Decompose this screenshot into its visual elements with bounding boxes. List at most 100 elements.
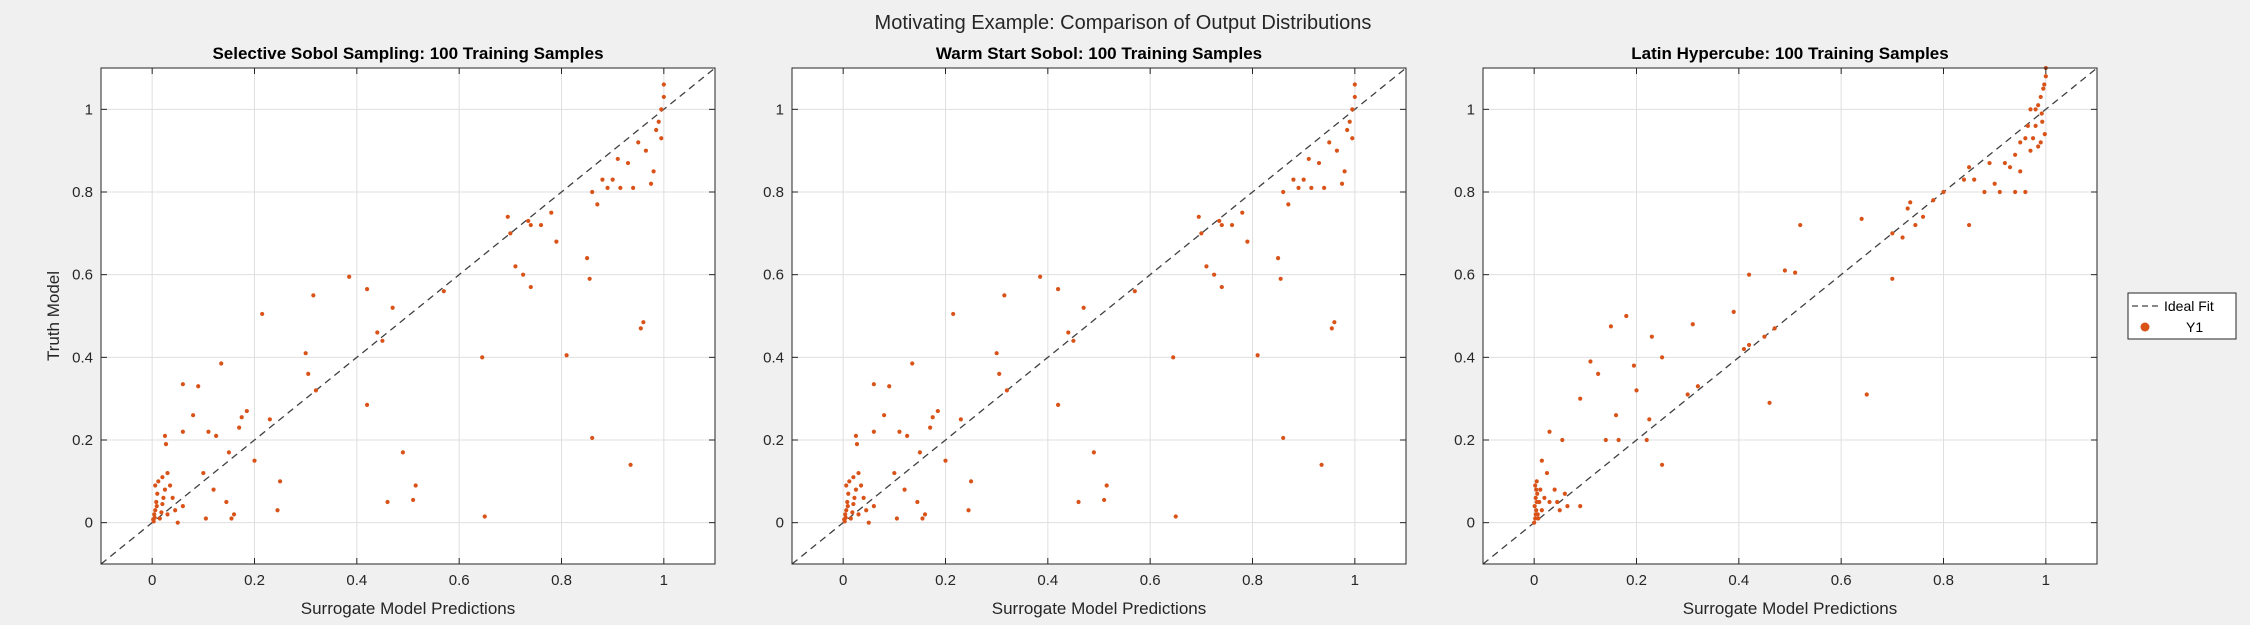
x-tick-label: 0.8 [1933,572,1954,589]
data-point [1212,272,1217,277]
legend-ideal-fit-label: Ideal Fit [2164,298,2214,314]
data-point [239,415,244,420]
data-point [1002,293,1007,298]
axes-frame [100,67,716,565]
data-point [935,408,940,414]
data-point [1647,417,1652,422]
data-point [2002,160,2007,166]
data-point [526,218,531,224]
plot-area[interactable] [1483,68,2097,564]
data-point [505,214,510,219]
data-point [1690,322,1695,327]
data-point [851,501,856,507]
data-point [882,413,887,418]
data-point [1219,222,1224,228]
data-point [229,516,234,521]
data-point [1982,189,1987,195]
data-point [508,231,513,236]
data-point [1616,437,1621,443]
data-point [1306,156,1311,162]
data-point [170,495,175,500]
data-point [156,479,161,484]
data-point [549,210,554,215]
y-tick-label: 0.8 [72,184,93,201]
data-point [917,450,923,455]
data-point [1972,177,1977,182]
data-point [2023,136,2028,141]
data-point [659,136,664,141]
data-point [1229,222,1235,228]
data-point [958,417,963,422]
subplot-title: Latin Hypercube: 100 Training Samples [1631,44,1948,63]
data-point [610,177,615,182]
data-point [411,497,416,503]
y-tick-label: 0.8 [1454,184,1475,201]
data-point [600,177,605,182]
data-point [1535,512,1540,517]
data-point [2042,132,2047,137]
x-axis-label: Surrogate Model Predictions [301,599,516,618]
data-point [1905,206,1910,211]
legend[interactable]: Ideal Fit Y1 [2127,292,2237,340]
data-point [2036,144,2041,149]
x-axis-label: Surrogate Model Predictions [1683,599,1898,618]
data-point [1329,326,1334,331]
data-point [1890,276,1895,281]
data-point [375,330,380,335]
data-point [554,239,559,244]
data-point [1859,216,1864,221]
data-point [905,433,910,438]
x-tick-label: 1 [1351,572,1359,589]
data-point [538,222,544,228]
data-point [1746,342,1752,348]
data-point [2038,94,2043,100]
data-point [1055,402,1061,407]
data-point [951,311,956,317]
data-point [400,450,405,455]
data-point [1055,287,1061,292]
data-point [1562,491,1567,496]
data-point [661,94,666,100]
data-point [1004,388,1010,393]
data-point [231,512,237,517]
data-point [910,361,915,366]
data-point [997,371,1002,376]
plot-area[interactable] [792,68,1406,564]
data-point [590,435,595,441]
data-point [1941,189,1946,195]
data-point [897,429,902,434]
data-point [1350,136,1355,141]
data-point [922,512,928,517]
data-point [2040,119,2045,124]
data-point [1890,231,1895,236]
data-point [1535,491,1540,496]
subplot-selective-sobol: 0 0.2 0.4 0.6 0.8 1 0 0.2 0.4 0.6 0.8 1 Selective So… [44,44,716,618]
data-point [1992,181,1997,186]
data-point [1578,396,1583,401]
data-point [1538,487,1543,492]
data-point [153,508,158,513]
data-point [2018,140,2023,145]
data-point [1534,487,1539,492]
plot-area[interactable] [101,68,715,564]
data-point [1319,462,1324,467]
data-point [1281,435,1286,441]
data-point [631,185,636,190]
data-point [1920,214,1926,219]
data-point [2030,136,2036,141]
y-tick-label: 1 [776,101,784,118]
data-point [628,462,633,467]
data-point [275,508,280,513]
data-point [966,508,971,513]
data-point [1987,160,1992,166]
data-point [201,470,206,476]
data-point [1997,189,2002,195]
y-tick-label: 0 [85,515,93,532]
data-point [1071,338,1076,343]
data-point [1532,520,1537,525]
data-point [2013,152,2018,157]
data-point [590,189,595,195]
data-point [1345,127,1350,133]
data-point [1659,355,1665,360]
data-point [866,520,871,525]
